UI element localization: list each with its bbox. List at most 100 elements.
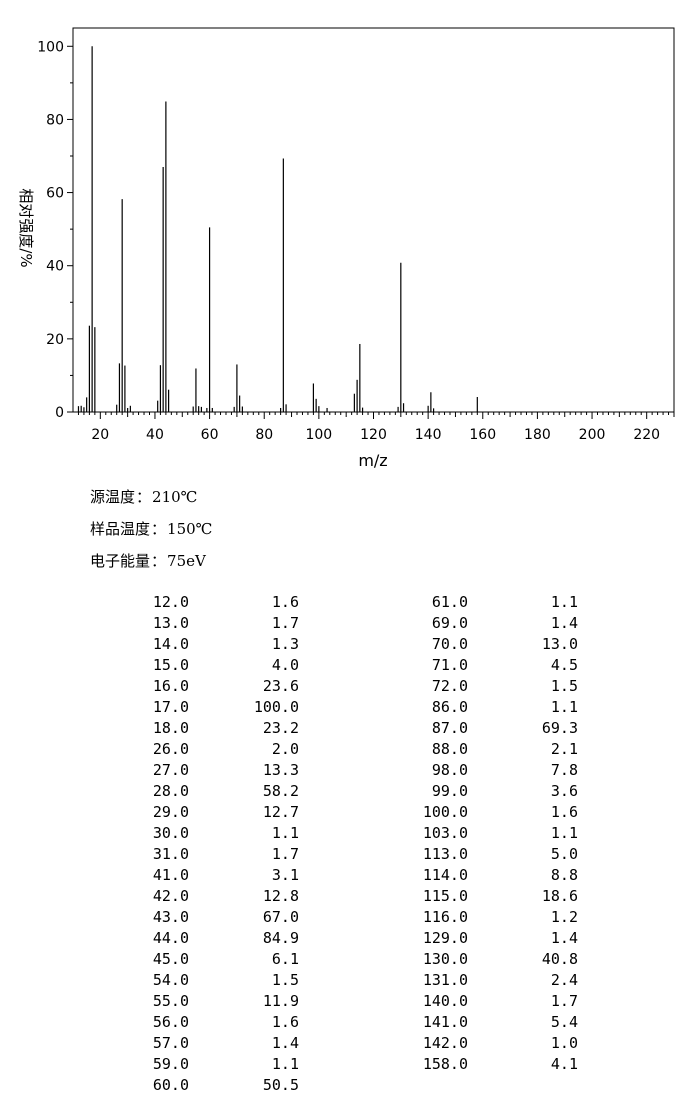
table-row: 129.0 1.4 (418, 928, 578, 949)
table-row: 88.0 2.1 (418, 739, 578, 760)
intensity-cell: 4.0 (271, 656, 299, 674)
intensity-cell: 84.9 (262, 929, 299, 947)
table-row: 57.0 1.4 (139, 1033, 299, 1054)
spacer-cell (189, 592, 249, 613)
mz-cell: 16.0 (152, 677, 189, 695)
table-row: 158.0 4.1 (418, 1054, 578, 1075)
table-row: 115.0 18.6 (418, 886, 578, 907)
mz-cell: 86.0 (431, 698, 468, 716)
table-row: 60.0 50.5 (139, 1075, 299, 1096)
intensity-cell: 1.4 (271, 1034, 299, 1052)
spacer-cell (468, 991, 528, 1012)
x-axis: 20 40 60 80 100 120 140 160 180 200 220 (77, 412, 675, 443)
intensity-cell: 40.8 (541, 950, 578, 968)
spacer-cell (468, 802, 528, 823)
table-row: 86.0 1.1 (418, 697, 578, 718)
electron-energy-separator: ： (151, 552, 167, 570)
mz-cell: 27.0 (152, 761, 189, 779)
mz-cell: 115.0 (422, 887, 468, 905)
intensity-cell: 58.2 (262, 782, 299, 800)
spacer-cell (189, 1054, 249, 1075)
intensity-cell: 1.6 (550, 803, 578, 821)
spacer-cell (189, 760, 249, 781)
source-temperature-label: 源温度 (90, 488, 136, 506)
mz-cell: 130.0 (422, 950, 468, 968)
intensity-cell: 4.5 (550, 656, 578, 674)
spacer-cell (468, 907, 528, 928)
y-axis-label: 相对强度/% (17, 188, 35, 267)
mz-cell: 41.0 (152, 866, 189, 884)
intensity-cell: 1.7 (271, 845, 299, 863)
intensity-cell: 2.4 (550, 971, 578, 989)
intensity-cell: 23.2 (262, 719, 299, 737)
mz-cell: 87.0 (431, 719, 468, 737)
mz-cell: 30.0 (152, 824, 189, 842)
spacer-cell (189, 697, 249, 718)
mz-cell: 14.0 (152, 635, 189, 653)
spacer-cell (468, 1054, 528, 1075)
intensity-cell: 11.9 (262, 992, 299, 1010)
intensity-cell: 2.0 (271, 740, 299, 758)
table-row: 142.0 1.0 (418, 1033, 578, 1054)
intensity-cell: 23.6 (262, 677, 299, 695)
intensity-cell: 69.3 (541, 719, 578, 737)
intensity-cell: 1.3 (271, 635, 299, 653)
table-row: 98.0 7.8 (418, 760, 578, 781)
mz-cell: 98.0 (431, 761, 468, 779)
spacer-cell (189, 1012, 249, 1033)
spacer-cell (189, 907, 249, 928)
table-row: 16.0 23.6 (139, 676, 299, 697)
spacer-cell (189, 781, 249, 802)
intensity-cell: 5.4 (550, 1013, 578, 1031)
spacer-cell (189, 802, 249, 823)
spacer-cell (189, 865, 249, 886)
table-row: 42.0 12.8 (139, 886, 299, 907)
table-row: 69.0 1.4 (418, 613, 578, 634)
intensity-cell: 6.1 (271, 950, 299, 968)
spacer-cell (189, 718, 249, 739)
spacer-cell (468, 613, 528, 634)
spectrum-peaks (77, 46, 478, 412)
table-row: 99.0 3.6 (418, 781, 578, 802)
x-tick-label: 80 (255, 427, 273, 443)
spacer-cell (189, 970, 249, 991)
table-row: 140.0 1.7 (418, 991, 578, 1012)
x-tick-label: 40 (146, 427, 164, 443)
mz-cell: 59.0 (152, 1055, 189, 1073)
spacer-cell (468, 970, 528, 991)
mz-cell: 43.0 (152, 908, 189, 926)
peak-table-left: 12.0 1.6 13.0 1.7 14.0 1.3 15.0 4.0 16.0 23.6 17.0… (139, 592, 299, 1096)
intensity-cell: 1.5 (271, 971, 299, 989)
intensity-cell: 8.8 (550, 866, 578, 884)
x-tick-label: 180 (524, 427, 551, 443)
intensity-cell: 3.1 (271, 866, 299, 884)
x-tick-label: 220 (633, 427, 660, 443)
mz-cell: 103.0 (422, 824, 468, 842)
mz-cell: 29.0 (152, 803, 189, 821)
y-tick-label: 100 (37, 39, 64, 55)
intensity-cell: 1.7 (550, 992, 578, 1010)
spacer-cell (468, 676, 528, 697)
table-row: 45.0 6.1 (139, 949, 299, 970)
spacer-cell (468, 1033, 528, 1054)
intensity-cell: 1.1 (550, 698, 578, 716)
table-row: 43.0 67.0 (139, 907, 299, 928)
intensity-cell: 1.5 (550, 677, 578, 695)
table-row: 71.0 4.5 (418, 655, 578, 676)
sample-temperature: 样品温度：150℃ (90, 518, 212, 539)
table-row: 70.0 13.0 (418, 634, 578, 655)
mz-cell: 60.0 (152, 1076, 189, 1094)
table-row: 17.0 100.0 (139, 697, 299, 718)
mz-cell: 71.0 (431, 656, 468, 674)
spacer-cell (468, 718, 528, 739)
spacer-cell (468, 697, 528, 718)
table-row: 28.0 58.2 (139, 781, 299, 802)
table-row: 131.0 2.4 (418, 970, 578, 991)
source-temperature: 源温度：210℃ (90, 486, 197, 507)
table-row: 56.0 1.6 (139, 1012, 299, 1033)
table-row: 55.0 11.9 (139, 991, 299, 1012)
sample-temperature-value: 150℃ (167, 520, 213, 538)
spacer-cell (189, 949, 249, 970)
table-row: 100.0 1.6 (418, 802, 578, 823)
